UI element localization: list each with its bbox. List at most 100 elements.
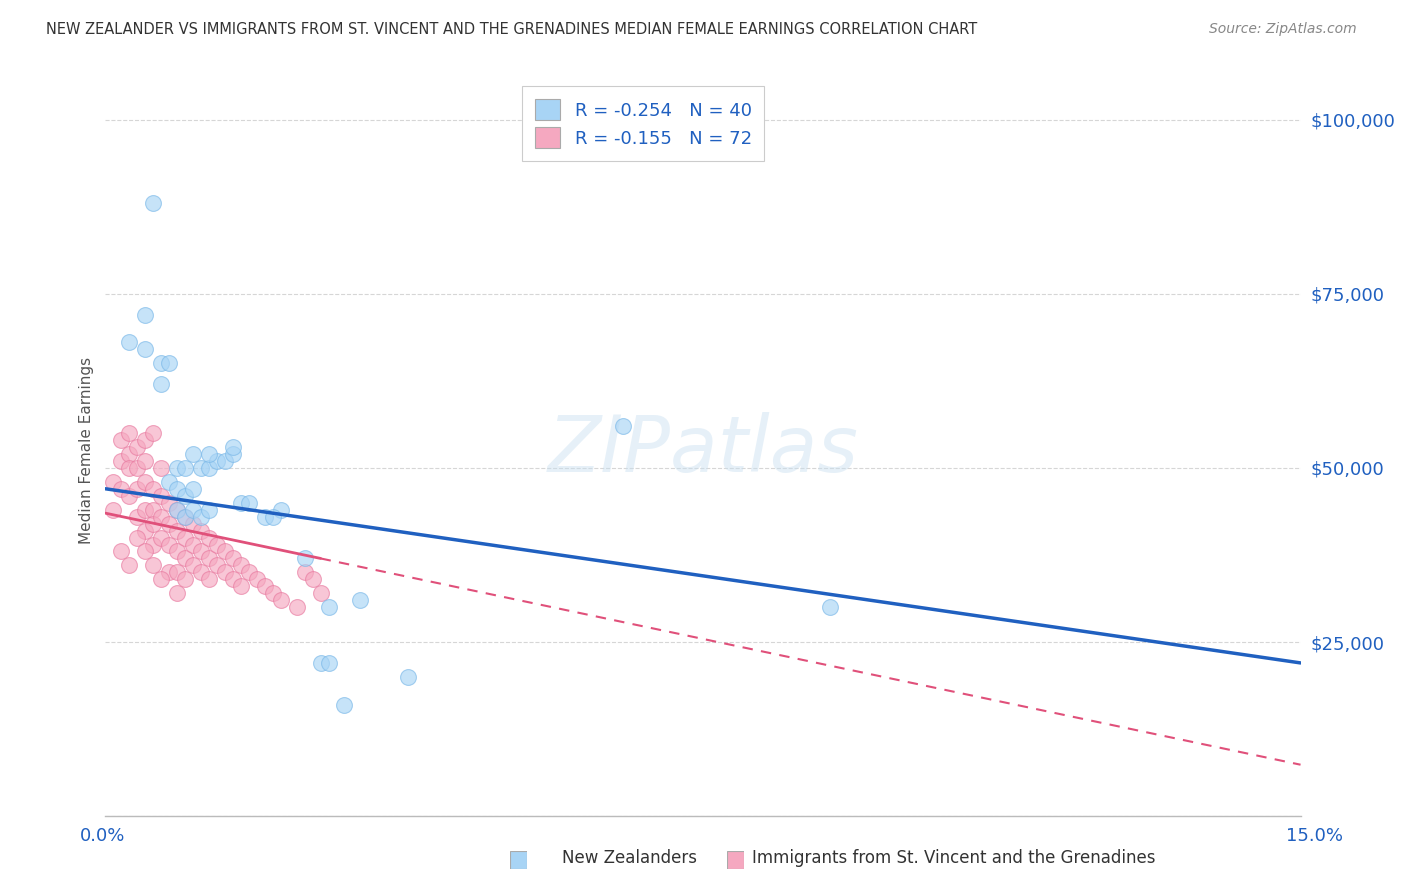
Point [142,537,165,551]
Point [142,516,165,531]
Legend: R = -0.254   N = 40, R = -0.155   N = 72: R = -0.254 N = 40, R = -0.155 N = 72 [522,87,765,161]
Point [222,440,245,454]
Point [318,656,340,670]
Point [174,531,197,545]
Point [349,593,371,607]
Point [157,537,180,551]
Point [166,566,188,580]
Point [190,544,212,558]
Point [127,531,149,545]
Point [198,502,221,516]
Point [190,509,212,524]
Point [190,524,212,538]
Point [142,502,165,516]
Point [103,502,125,516]
Point [174,509,197,524]
Point [214,454,236,468]
Point [181,537,204,551]
Point [205,558,228,573]
Point [309,586,332,600]
Point [222,572,245,586]
Point [198,447,221,461]
Point [820,600,842,615]
Point [205,537,228,551]
Text: Immigrants from St. Vincent and the Grenadines: Immigrants from St. Vincent and the Gren… [752,849,1156,867]
Point [134,433,156,447]
Point [134,343,156,357]
Point [166,544,188,558]
Point [229,558,252,573]
Point [110,433,132,447]
Point [181,502,204,516]
Point [190,461,212,475]
Point [301,572,323,586]
Point [166,502,188,516]
Text: New Zealanders: New Zealanders [562,849,697,867]
Point [262,509,284,524]
Point [318,600,340,615]
Point [270,502,292,516]
Point [198,531,221,545]
Text: 0.0%: 0.0% [80,827,125,845]
Point [205,454,228,468]
Point [253,509,276,524]
Point [174,489,197,503]
Point [253,579,276,593]
Point [142,558,165,573]
Point [166,482,188,496]
Point [262,586,284,600]
Point [150,461,173,475]
Point [134,502,156,516]
Point [127,509,149,524]
Point [285,600,308,615]
Point [150,356,173,370]
Point [157,496,180,510]
Point [118,425,141,440]
Point [110,454,132,468]
Point [294,551,316,566]
Point [127,482,149,496]
Point [214,566,236,580]
Point [150,531,173,545]
Point [238,566,260,580]
Point [294,566,316,580]
Point [157,566,180,580]
Point [110,544,132,558]
Point [150,489,173,503]
Point [118,558,141,573]
Text: ZIPatlas: ZIPatlas [547,412,859,489]
Point [157,356,180,370]
Point [150,572,173,586]
Point [198,572,221,586]
Point [190,566,212,580]
Point [150,509,173,524]
Point [103,475,125,489]
Point [198,551,221,566]
Text: Source: ZipAtlas.com: Source: ZipAtlas.com [1209,22,1357,37]
Point [157,516,180,531]
Point [333,698,356,712]
Point [174,461,197,475]
Point [181,447,204,461]
Point [270,593,292,607]
Point [166,461,188,475]
Point [134,544,156,558]
Point [229,579,252,593]
Point [174,509,197,524]
Point [166,586,188,600]
Point [222,551,245,566]
Point [110,482,132,496]
Point [198,461,221,475]
Point [166,524,188,538]
Text: 15.0%: 15.0% [1286,827,1343,845]
Point [222,447,245,461]
Text: NEW ZEALANDER VS IMMIGRANTS FROM ST. VINCENT AND THE GRENADINES MEDIAN FEMALE EA: NEW ZEALANDER VS IMMIGRANTS FROM ST. VIN… [46,22,977,37]
Point [181,482,204,496]
Point [118,489,141,503]
Point [118,335,141,350]
Point [142,482,165,496]
Point [157,475,180,489]
Point [127,461,149,475]
Point [142,196,165,211]
Point [181,516,204,531]
